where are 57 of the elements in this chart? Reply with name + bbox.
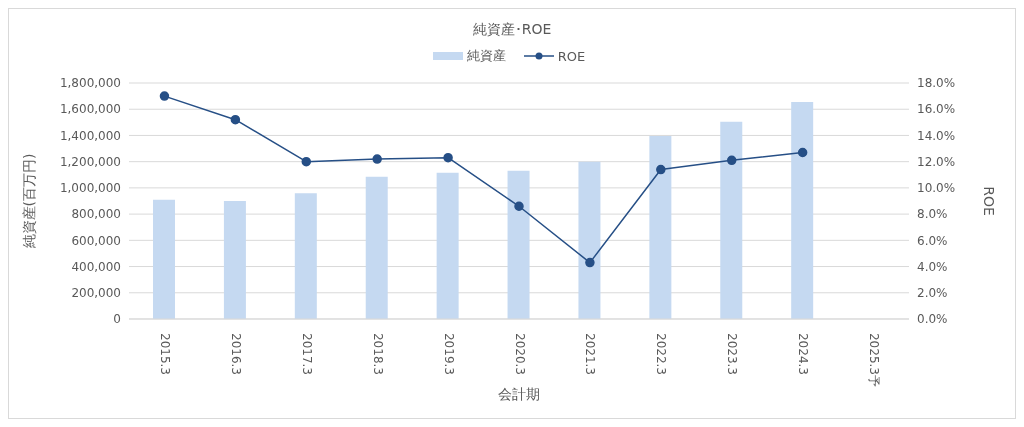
y-tick-label: 800,000 (71, 207, 121, 222)
x-tick-label: 2015.3 (157, 333, 172, 375)
y2-tick-label: 16.0% (917, 102, 956, 117)
bar (365, 176, 388, 319)
legend-label: 純資産 (466, 47, 506, 65)
y-tick-label: 1,600,000 (59, 102, 121, 117)
x-tick-label: 2017.3 (299, 333, 314, 375)
x-axis-title: 会計期 (498, 386, 540, 402)
y2-tick-label: 0.0% (917, 312, 948, 327)
point (230, 114, 241, 125)
x-tick-label: 2022.3 (654, 333, 669, 375)
point (443, 152, 453, 163)
bar (578, 161, 601, 319)
y2-tick-label: 8.0% (917, 207, 948, 222)
point (159, 91, 170, 101)
y-tick-label: 600,000 (71, 233, 121, 248)
bar (507, 170, 530, 319)
x-tick-label: 2025.3予 (867, 333, 882, 387)
point (372, 154, 382, 164)
y-tick-label: 400,000 (71, 259, 121, 274)
y2-tick-label: 12.0% (917, 154, 956, 169)
bar (294, 193, 317, 319)
x-tick-label: 2019.3 (441, 333, 456, 375)
bar (720, 121, 743, 319)
bar (223, 201, 246, 319)
y2-axis-title: ROE (981, 186, 998, 216)
y2-tick-label: 10.0% (917, 181, 956, 196)
y2-tick-label: 2.0% (917, 286, 948, 301)
y2-tick-label: 14.0% (917, 128, 956, 143)
bar (153, 199, 175, 319)
bar (436, 172, 459, 319)
bar (791, 102, 814, 319)
y2-tick-label: 18.0% (917, 76, 956, 91)
x-tick-label: 2020.3 (512, 333, 527, 375)
x-tick-label: 2024.3 (796, 333, 811, 375)
x-tick-label: 2018.3 (370, 333, 385, 375)
x-tick-label: 2021.3 (583, 333, 598, 375)
y-axis-title: 純資産(百万円) (20, 153, 37, 249)
y2-tick-label: 6.0% (917, 233, 948, 248)
x-tick-label: 2023.3 (725, 333, 740, 375)
y-tick-label: 1,400,000 (59, 128, 121, 143)
chart-title: 純資産･ROE (471, 21, 553, 39)
legend-label: ROE (557, 48, 586, 64)
point (797, 147, 808, 158)
y-tick-label: 200,000 (71, 286, 121, 301)
point (514, 201, 524, 211)
point (726, 155, 737, 166)
y2-tick-label: 4.0% (917, 259, 948, 274)
y-tick-label: 1,800,000 (59, 76, 121, 91)
y-tick-label: 1,200,000 (59, 154, 121, 169)
point (301, 156, 312, 167)
point (585, 257, 595, 268)
point (656, 164, 666, 175)
y-tick-label: 0 (113, 312, 121, 327)
x-tick-label: 2016.3 (228, 333, 243, 375)
bar (649, 136, 672, 319)
y-tick-label: 1,000,000 (59, 181, 121, 196)
